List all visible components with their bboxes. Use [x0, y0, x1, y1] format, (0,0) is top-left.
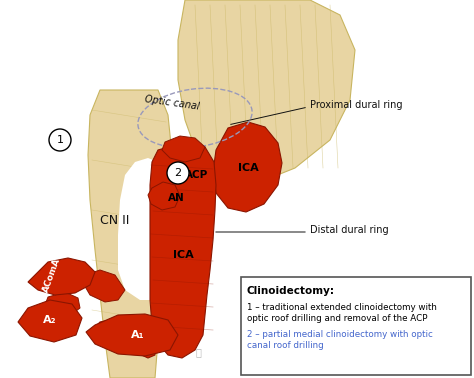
Polygon shape [118, 158, 158, 300]
Text: ✋: ✋ [195, 347, 201, 357]
Polygon shape [45, 292, 80, 314]
Circle shape [49, 129, 71, 151]
Text: canal roof drilling: canal roof drilling [247, 341, 324, 350]
Text: Distal dural ring: Distal dural ring [310, 225, 389, 235]
Polygon shape [148, 182, 180, 210]
Polygon shape [88, 90, 172, 378]
Polygon shape [28, 258, 95, 295]
Polygon shape [18, 300, 82, 342]
Polygon shape [93, 318, 155, 358]
Polygon shape [86, 314, 178, 356]
Text: A₂: A₂ [43, 315, 57, 325]
Text: Clinoidectomy:: Clinoidectomy: [247, 286, 335, 296]
Text: A₁: A₁ [131, 330, 145, 340]
Text: ICA: ICA [173, 250, 193, 260]
Text: CN II: CN II [100, 214, 130, 226]
Polygon shape [213, 122, 282, 212]
Polygon shape [162, 136, 205, 162]
Polygon shape [178, 0, 355, 180]
Text: 1: 1 [56, 135, 64, 145]
FancyBboxPatch shape [241, 277, 471, 375]
Text: Optic canal: Optic canal [144, 94, 200, 112]
Text: AN: AN [168, 193, 185, 203]
Text: AComA: AComA [42, 257, 63, 293]
Polygon shape [150, 142, 216, 358]
Text: ACP: ACP [185, 170, 208, 180]
Polygon shape [83, 270, 125, 302]
Text: 1 – traditional extended clinoidectomy with: 1 – traditional extended clinoidectomy w… [247, 303, 437, 312]
Text: ICA: ICA [237, 163, 258, 173]
Text: 2: 2 [174, 168, 182, 178]
Text: optic roof drilling and removal of the ACP: optic roof drilling and removal of the A… [247, 314, 428, 323]
Circle shape [167, 162, 189, 184]
Text: Proximal dural ring: Proximal dural ring [310, 100, 402, 110]
Text: 2 – partial medial clinoidectomy with optic: 2 – partial medial clinoidectomy with op… [247, 330, 433, 339]
